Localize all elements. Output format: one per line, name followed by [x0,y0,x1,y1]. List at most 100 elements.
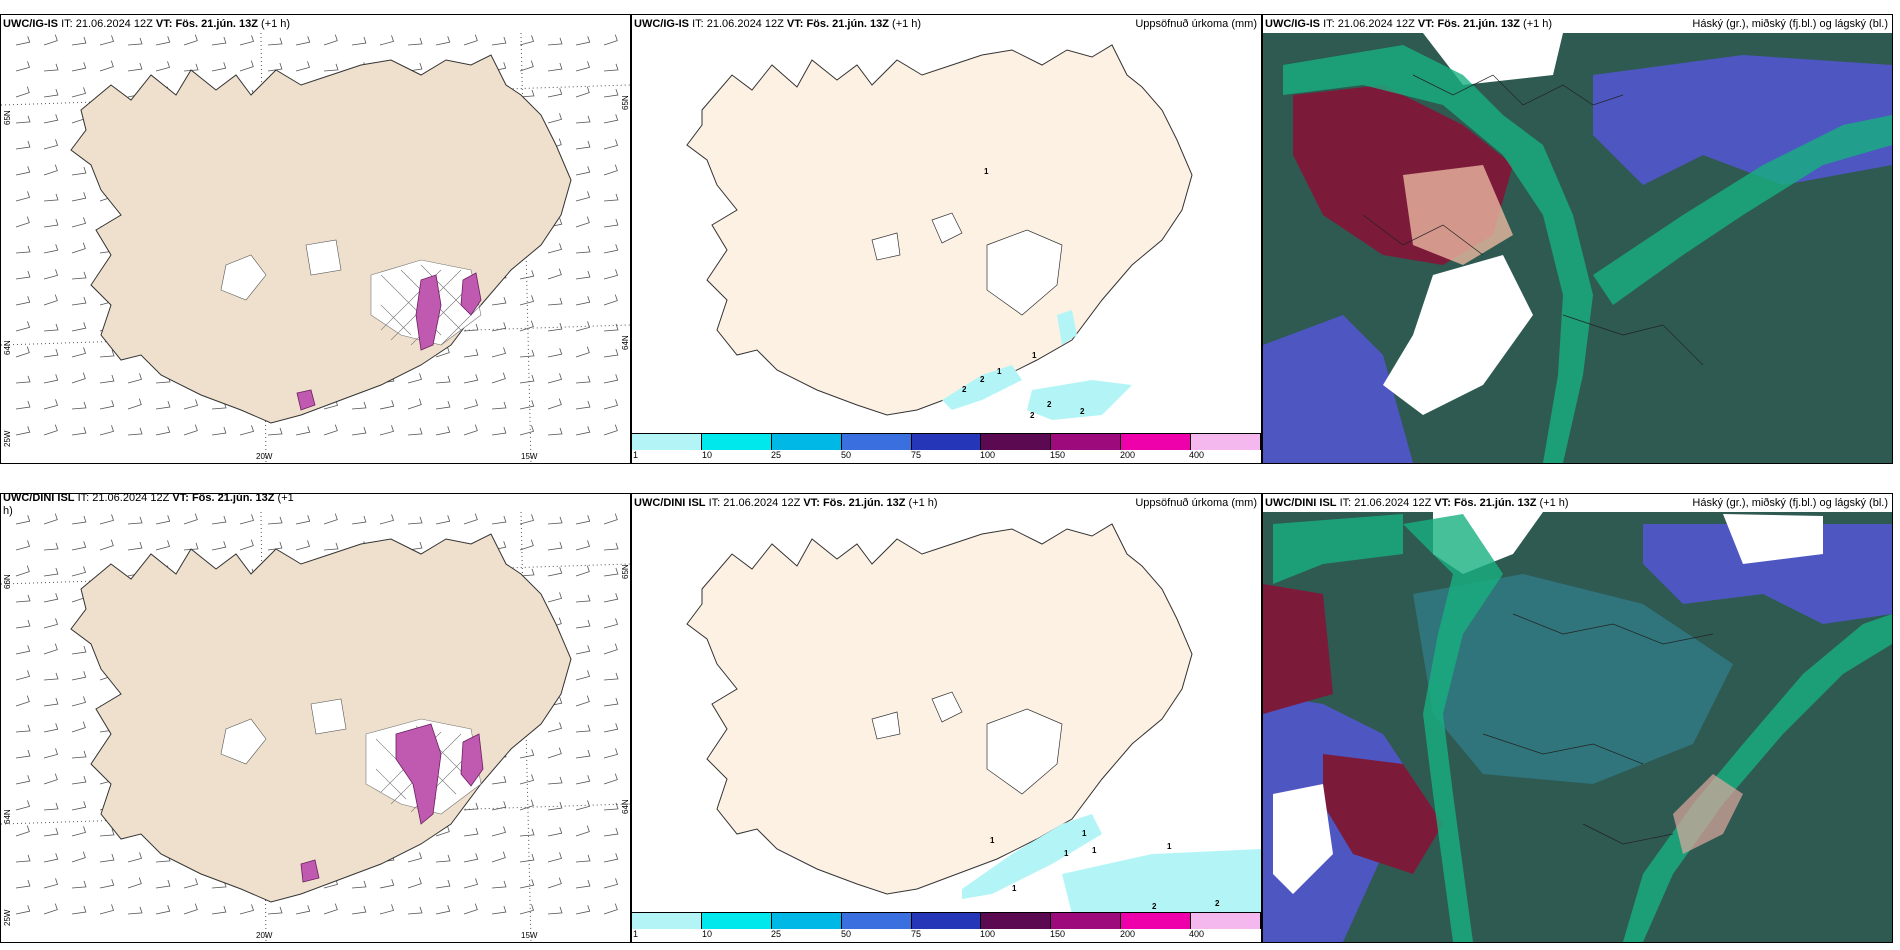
wind-barb [295,61,311,72]
wind-barb [43,723,59,733]
wind-barb [603,193,619,202]
vt-value: Fös. 21.jún. 13Z [806,18,889,30]
wind-barb [99,853,115,863]
wind-barb [239,514,255,525]
wind-barb [127,852,143,863]
wind-barb [603,34,618,46]
it-label: IT: [1323,18,1335,30]
wind-barb [519,295,535,306]
wind-barb [127,398,142,410]
wind-barb [71,322,87,332]
wind-barb [15,565,30,577]
colorbar-label: 10 [702,450,713,460]
wind-barb [575,825,590,837]
wind-barb [43,63,59,72]
precip-colorbar [632,912,1261,929]
wind-barb [603,513,618,525]
wind-barb [15,216,30,228]
wind-barb [155,905,171,915]
wind-barb [519,904,535,915]
wind-barb [71,36,87,46]
wind-barb [71,671,87,681]
wind-barb [211,905,227,915]
vt-label: VT: [803,497,820,509]
wind-barb [379,514,395,525]
wind-barb [463,802,479,811]
wind-barb [379,400,395,410]
lat-label: 25W [3,909,12,926]
wind-barb [519,568,535,577]
wind-barb [15,61,31,72]
wind-barb [547,776,563,785]
colorbar-label: 75 [911,450,922,460]
wind-barb [15,825,30,837]
colorbar-label: 1 [633,929,639,939]
wind-barb [463,878,479,889]
wind-barb [211,541,227,551]
precip-map [686,44,1193,420]
wind-barb [15,166,31,176]
wind-barb [547,268,562,280]
precip-map [686,523,1261,914]
wind-barb [127,906,143,915]
wind-barb [547,88,563,98]
wind-barb [547,592,563,603]
precip-value: 1 [997,367,1002,376]
it-value: 21.06.2024 12Z [706,18,784,30]
wind-barb [15,515,31,525]
wind-barb [575,346,590,358]
wind-barb [435,854,451,863]
wind-barb [127,37,143,46]
wind-barb [603,723,619,733]
wind-barb [71,192,87,202]
white-patches [871,691,1063,795]
lat-label: 25W [3,430,12,447]
wind-barb [15,619,31,629]
wind-barb [127,877,142,889]
wind-barb [71,750,87,759]
wind-barb [351,905,367,915]
precip-value: 1 [1012,884,1017,893]
wind-barb [435,346,450,358]
wind-barb [407,398,422,410]
vt-label: VT: [1434,497,1451,509]
wind-barb [547,373,563,384]
wind-barb [603,542,619,551]
wind-barb [463,374,479,384]
wind-barb [603,424,618,436]
wind-barb [491,36,507,46]
wind-barb [519,60,534,72]
wind-barb [575,749,591,759]
lon-label: 20W [256,931,273,940]
wind-barb [239,60,254,72]
lon-label: 20W [256,452,273,461]
colorbar-label: 150 [1050,929,1066,939]
wind-barb [43,593,59,603]
wind-barb [43,748,59,759]
wind-barb [183,34,198,46]
cloud-red [1263,584,1443,874]
wind-panel-2: UWC/DINI ISL IT: 21.06.2024 12Z VT: Fös.… [0,493,631,943]
colorbar-labels: 1 10 25 50 75 100 150 200 400 [632,450,1261,462]
wind-barb [491,401,507,410]
wind-barb [43,827,59,837]
wind-barb [407,516,423,525]
panel-header: UWC/DINI ISL IT: 21.06.2024 12Z VT: Fös.… [1265,497,1569,510]
wind-barb [183,399,199,410]
wind-barb [491,296,507,306]
model-name: UWC/IG-IS [3,18,58,30]
wind-barb [463,34,478,46]
wind-barb [603,114,619,124]
wind-barb [575,905,591,915]
wind-barb [43,348,59,358]
wind-barb [435,375,451,384]
colorbar-segment [1051,434,1122,450]
colorbar-label: 150 [1050,450,1066,460]
panel-title: Háský (gr.), miðský (fj.bl.) og lágský (… [1692,497,1888,509]
lat-label: 64N [621,799,630,814]
wind-barb [547,906,563,915]
wind-barb [71,217,87,228]
wind-barb [547,322,563,332]
wind-barb [43,542,59,551]
colorbar-segment [632,434,702,450]
